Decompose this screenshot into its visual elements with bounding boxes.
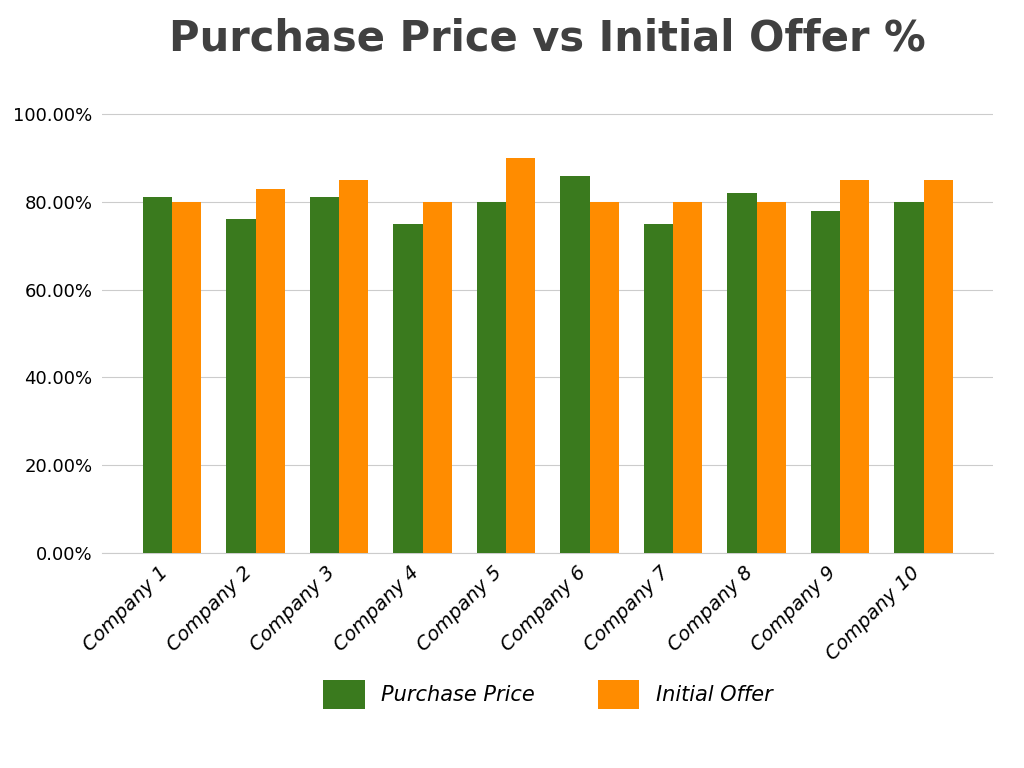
Bar [310, 197, 339, 553]
Bar [757, 202, 785, 553]
Legend: Purchase Price, Initial Offer: Purchase Price, Initial Offer [314, 671, 781, 717]
Bar [840, 180, 869, 553]
Bar [256, 189, 285, 553]
Bar [590, 202, 618, 553]
Bar [506, 158, 536, 553]
Bar [894, 202, 924, 553]
Bar [172, 202, 202, 553]
Bar [393, 223, 423, 553]
Bar [477, 202, 506, 553]
Bar [423, 202, 452, 553]
Bar [226, 220, 256, 553]
Bar [560, 176, 590, 553]
Title: Purchase Price vs Initial Offer %: Purchase Price vs Initial Offer % [169, 18, 927, 59]
Bar [143, 197, 172, 553]
Bar [673, 202, 702, 553]
Bar [811, 210, 840, 553]
Bar [727, 193, 757, 553]
Bar [339, 180, 369, 553]
Bar [924, 180, 952, 553]
Bar [644, 223, 673, 553]
